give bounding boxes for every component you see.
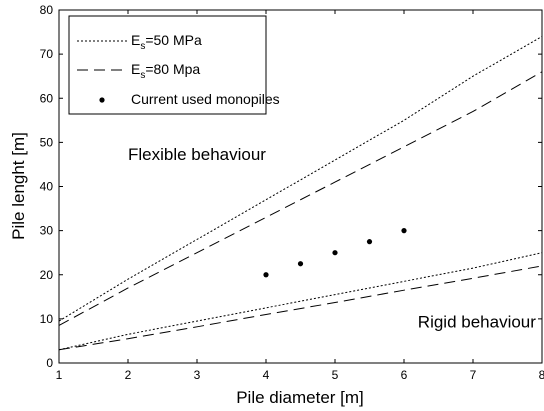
monopile-point xyxy=(297,261,304,267)
series-dashed-upper-line xyxy=(58,71,543,326)
x-tick-label: 6 xyxy=(401,368,408,382)
series-dashed-lower-line xyxy=(58,265,543,351)
monopile-point xyxy=(366,239,373,245)
monopile-point xyxy=(263,272,269,278)
x-tick-label: 5 xyxy=(332,368,339,382)
x-tick-label: 1 xyxy=(56,368,63,382)
legend: Es=50 MPa Es=80 Mpa Current used monopil… xyxy=(68,15,280,115)
y-tick-label: 60 xyxy=(40,91,54,105)
y-tick-label: 80 xyxy=(40,3,54,17)
x-tick-label: 8 xyxy=(539,368,544,382)
y-tick-label: 10 xyxy=(40,312,54,326)
x-tick-label: 4 xyxy=(263,368,270,382)
legend-label-es80: Es=80 Mpa xyxy=(131,61,200,81)
y-tick-label: 20 xyxy=(40,268,54,282)
legend-label-es50: Es=50 MPa xyxy=(131,32,202,52)
legend-marker-point xyxy=(99,97,105,103)
y-axis-label: Pile lenght [m] xyxy=(9,132,28,240)
y-tick-label: 70 xyxy=(40,47,54,61)
monopile-point xyxy=(401,228,407,234)
x-tick-label: 3 xyxy=(194,368,201,382)
y-tick-label: 40 xyxy=(40,180,54,194)
x-axis-label: Pile diameter [m] xyxy=(236,388,364,407)
annotation-rigid: Rigid behaviour xyxy=(418,313,536,332)
legend-label-monopiles: Current used monopiles xyxy=(131,91,280,107)
x-tick-label: 7 xyxy=(470,368,477,382)
y-tick-label: 50 xyxy=(40,135,54,149)
y-tick-label: 0 xyxy=(46,356,53,370)
monopile-point xyxy=(332,250,338,256)
y-tick-label: 30 xyxy=(40,224,54,238)
series-group xyxy=(58,36,543,351)
annotations-group: Flexible behaviour Rigid behaviour xyxy=(128,145,536,332)
x-tick-label: 2 xyxy=(125,368,132,382)
annotation-flexible: Flexible behaviour xyxy=(128,145,266,164)
